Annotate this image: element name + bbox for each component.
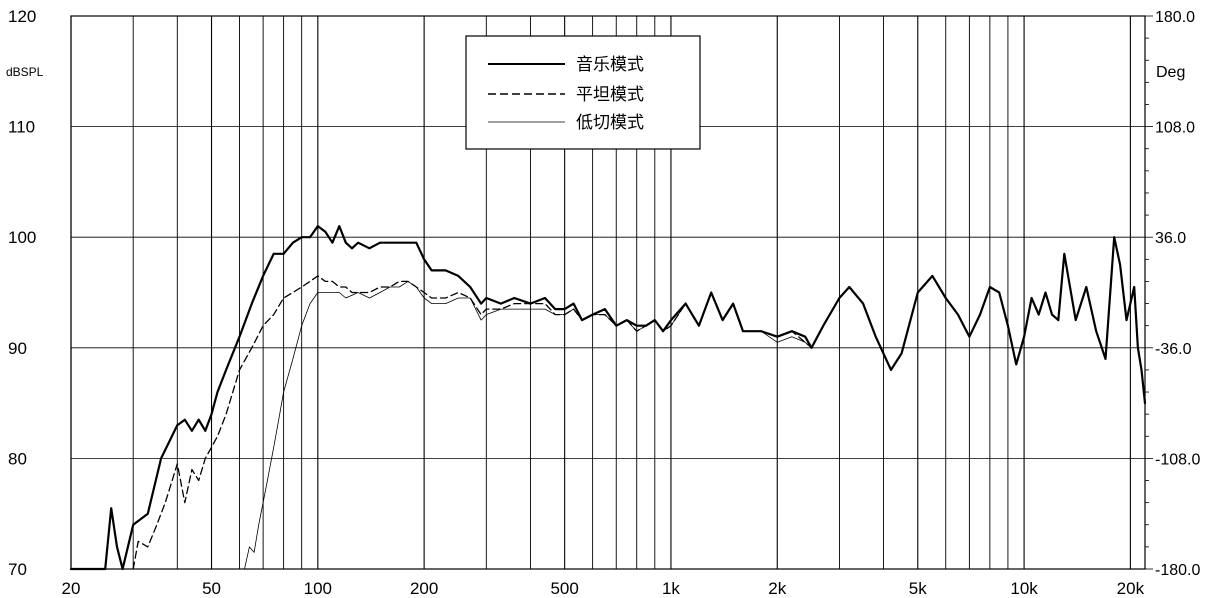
y2-tick-label: -108.0 xyxy=(1155,451,1200,468)
y-tick-label: 80 xyxy=(8,449,27,468)
y2-axis-unit-label: Deg xyxy=(1156,64,1185,81)
y-axis-unit-label: dBSPL xyxy=(6,65,44,79)
legend: 音乐模式 平坦模式 低切模式 xyxy=(465,35,701,150)
y2-tick-label: -36.0 xyxy=(1155,341,1192,358)
x-tick-label: 200 xyxy=(410,579,438,598)
x-tick-label: 100 xyxy=(304,579,332,598)
y-tick-label: 100 xyxy=(8,228,36,247)
y2-tick-label: 180.0 xyxy=(1155,9,1195,26)
x-tick-label: 5k xyxy=(909,579,927,598)
x-tick-label: 2k xyxy=(768,579,786,598)
plot-frame xyxy=(70,15,1146,570)
series-line-3 xyxy=(244,281,840,570)
x-axis-tick-labels: 20 50 100 200 500 1k 2k 5k 10k 20k xyxy=(62,579,1145,598)
y-tick-label: 120 xyxy=(8,7,36,26)
y-axis-tick-labels: 70 80 90 100 110 120 xyxy=(8,7,36,579)
y-tick-label: 110 xyxy=(8,118,35,137)
legend-label-flat: 平坦模式 xyxy=(576,85,644,105)
y2-tick-label: 36.0 xyxy=(1155,230,1186,247)
y2-axis-tick-labels: -180.0 -108.0 -36.0 36.0 108.0 180.0 xyxy=(1145,9,1200,579)
x-tick-label: 500 xyxy=(550,579,578,598)
legend-label-music: 音乐模式 xyxy=(576,55,644,75)
y-tick-label: 70 xyxy=(8,560,27,579)
x-tick-label: 20k xyxy=(1117,579,1145,598)
series-layer xyxy=(69,225,1147,571)
legend-label-lowcut: 低切模式 xyxy=(576,113,644,133)
x-tick-label: 50 xyxy=(202,579,221,598)
legend-box xyxy=(465,35,701,150)
x-tick-label: 10k xyxy=(1010,579,1038,598)
x-tick-label: 20 xyxy=(62,579,81,598)
y-tick-label: 90 xyxy=(8,339,27,358)
y2-tick-label: -180.0 xyxy=(1155,562,1200,579)
y2-tick-label: 108.0 xyxy=(1155,120,1195,137)
x-tick-label: 1k xyxy=(662,579,680,598)
series-line-1 xyxy=(69,225,1147,571)
